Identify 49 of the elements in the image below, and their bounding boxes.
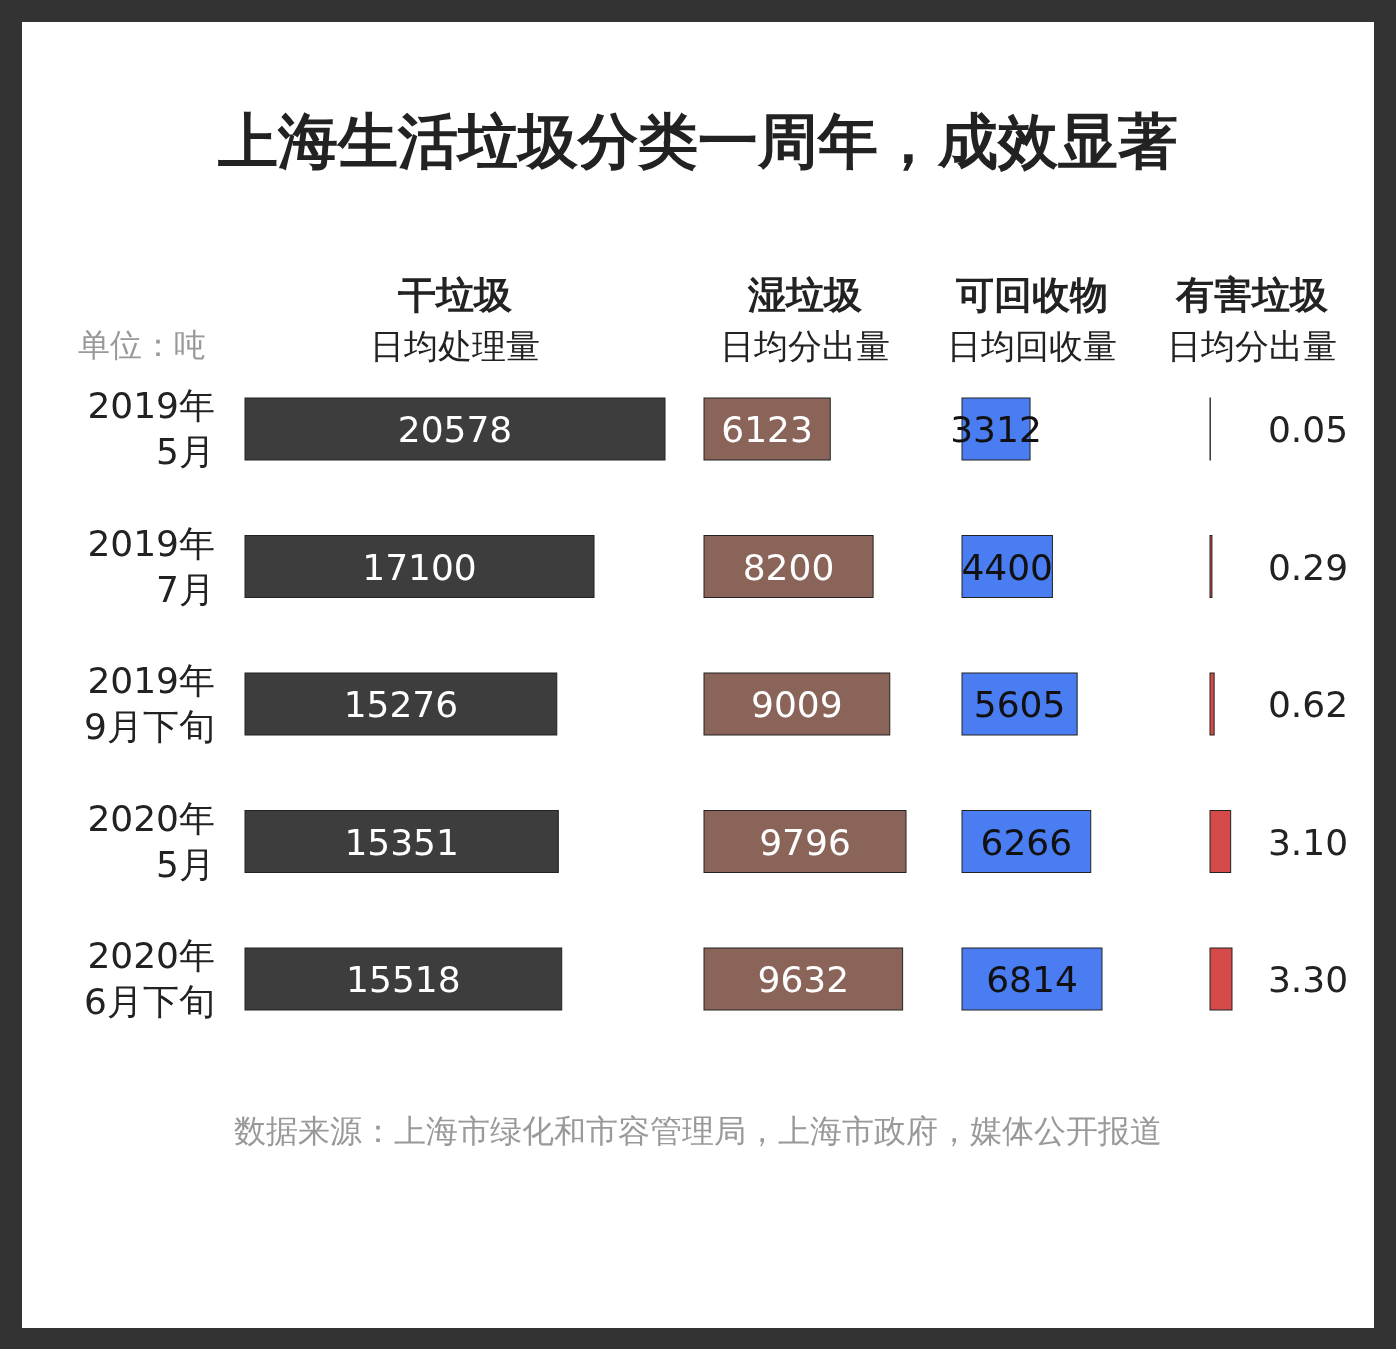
bar: [1209, 810, 1232, 873]
data-label: 4400: [961, 546, 1054, 588]
chart-title: 干垃圾: [398, 273, 513, 317]
bar: [703, 810, 907, 873]
chart-subtitle: 日均处理量: [370, 326, 540, 366]
bar: [703, 672, 891, 736]
bar: [244, 672, 558, 736]
data-label: 15518: [346, 959, 461, 1000]
data-label: 3.30: [1267, 959, 1349, 1000]
chart-title: 有害垃圾: [1175, 273, 1329, 317]
data-label: 17100: [362, 546, 477, 588]
chart-title: 湿垃圾: [747, 273, 863, 317]
data-label: 9009: [751, 684, 843, 725]
y-tick-label: 2020年 6月下旬: [84, 935, 215, 1022]
y-tick-label: 2020年 5月: [87, 797, 215, 885]
chart-subtitle: 日均分出量: [720, 326, 890, 366]
y-tick-label: 2019年 5月: [87, 385, 215, 472]
data-label: 6814: [986, 959, 1078, 1000]
data-label: 15351: [344, 821, 459, 863]
bar: [703, 947, 904, 1011]
data-label: 15276: [343, 684, 459, 725]
data-label: 6123: [721, 409, 813, 450]
bar: [961, 947, 1103, 1011]
bar: [244, 810, 559, 873]
data-label: 9632: [757, 959, 850, 1000]
bar: [1209, 672, 1215, 736]
bar: [703, 535, 874, 598]
data-label: 9796: [759, 821, 851, 863]
data-label: 8200: [742, 546, 835, 588]
data-label: 3.10: [1267, 821, 1349, 863]
bar: [244, 535, 595, 598]
bar: [1209, 947, 1233, 1011]
bar: [703, 397, 831, 461]
data-label: 6266: [980, 821, 1073, 863]
chart-subtitle: 日均回收量: [947, 326, 1117, 366]
text: 上海生活垃圾分类一周年，成效显著: [218, 106, 1178, 176]
data-label: 20578: [397, 409, 513, 450]
data-label: 0.05: [1267, 409, 1349, 450]
data-label: 0.29: [1267, 546, 1349, 588]
bar: [244, 397, 666, 461]
bar: [244, 947, 563, 1011]
text: 单位：吨: [78, 326, 206, 364]
chart-title: 可回收物: [956, 273, 1108, 317]
y-tick-label: 2019年 7月: [87, 522, 215, 610]
chart-subtitle: 日均分出量: [1167, 326, 1337, 366]
y-tick-label: 2019年 9月下旬: [84, 660, 215, 747]
data-label: 0.62: [1267, 684, 1349, 725]
data-label: 5605: [973, 684, 1066, 725]
source-note: 数据来源：上海市绿化和市容管理局，上海市政府，媒体公开报道: [234, 1112, 1162, 1150]
